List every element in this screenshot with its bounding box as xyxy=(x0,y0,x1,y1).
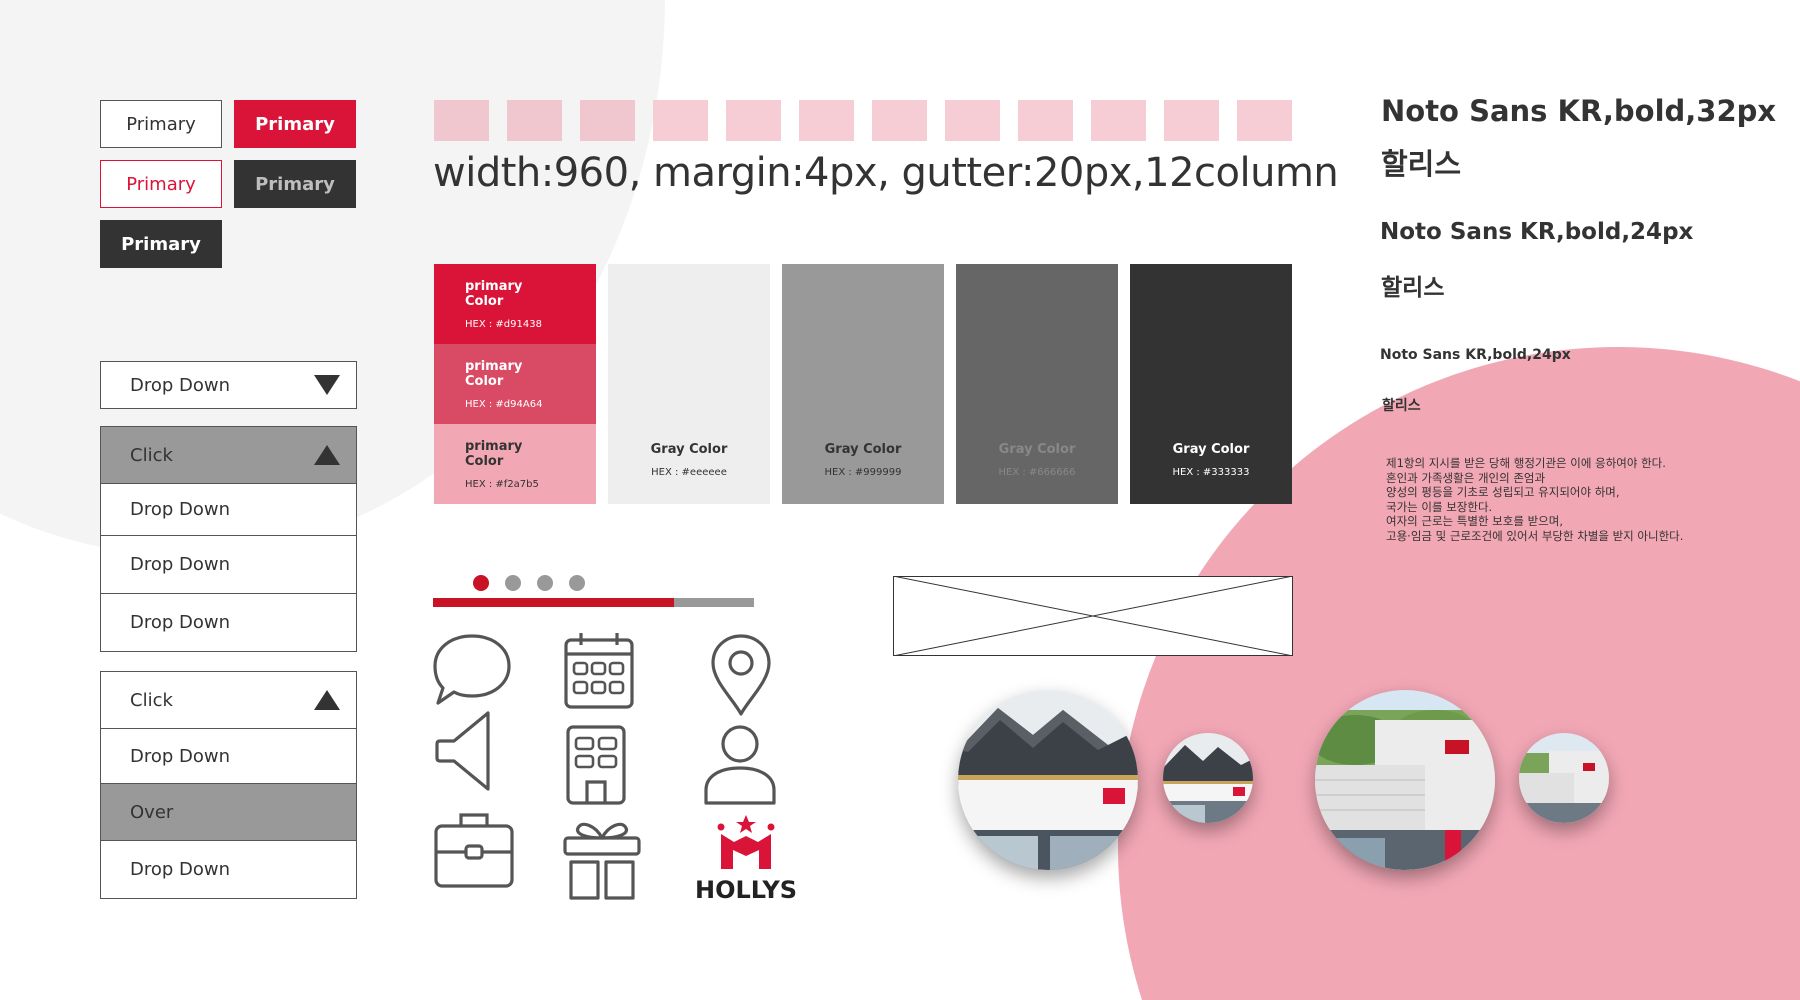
swatch-hex: HEX : #d91438 xyxy=(465,318,542,330)
dropdown-header-label: Click xyxy=(130,444,173,466)
body-line: 양성의 평등을 기초로 성립되고 유지되어야 하며, xyxy=(1386,485,1620,499)
grid-column xyxy=(507,100,562,141)
dropdown-option-label: Drop Down xyxy=(130,554,231,575)
typography-h2: Noto Sans KR,bold,24px xyxy=(1380,219,1694,245)
dropdown-option-label: Drop Down xyxy=(130,499,231,520)
swatch-hex: HEX : #eeeeee xyxy=(651,467,727,478)
triangle-down-icon xyxy=(314,375,340,395)
body-line: 국가는 이를 보장한다. xyxy=(1386,499,1493,514)
color-swatch-primary-2: primary Color HEX : #d94A64 xyxy=(434,344,596,424)
swatch-name: Gray Color xyxy=(824,442,902,457)
dropdown-closed[interactable]: Drop Down xyxy=(100,361,357,409)
dropdown-open-white[interactable]: Click Drop Down Over Drop Down xyxy=(100,671,357,899)
dropdown-trigger[interactable]: Drop Down xyxy=(101,362,356,408)
store-photo-large xyxy=(958,690,1138,870)
building-icon xyxy=(565,724,627,806)
gift-icon xyxy=(562,818,642,900)
swatch-hex: HEX : #333333 xyxy=(1172,467,1250,478)
dropdown-option[interactable]: Drop Down xyxy=(101,535,356,593)
color-swatch-primary-3: primary Color HEX : #f2a7b5 xyxy=(434,424,596,504)
primary-button-red[interactable]: Primary xyxy=(234,100,356,148)
swatch-name: primary Color xyxy=(465,438,523,469)
body-line: 혼인과 가족생활은 개인의 존엄과 xyxy=(1386,470,1546,485)
dropdown-header[interactable]: Click xyxy=(101,672,356,728)
dropdown-open-gray[interactable]: Click Drop Down Drop Down Drop Down xyxy=(100,426,357,652)
progress-bar xyxy=(433,598,754,607)
calendar-icon xyxy=(563,630,635,710)
store-photo-large-2 xyxy=(1315,690,1495,870)
grid-column xyxy=(1018,100,1073,141)
dropdown-option[interactable]: Drop Down xyxy=(101,593,356,651)
dropdown-option[interactable]: Drop Down xyxy=(101,840,356,898)
dropdown-option-label: Over xyxy=(130,801,174,823)
swatch-name: Gray Color xyxy=(998,442,1076,457)
color-swatch-gray-999999: Gray Color HEX : #999999 xyxy=(782,264,944,504)
dropdown-option-hover[interactable]: Over xyxy=(101,783,356,840)
dropdown-header-label: Click xyxy=(130,689,173,711)
typography-body: 제1항의 지시를 받은 당해 행정기관은 이에 응하여야 한다. 혼인과 가족생… xyxy=(1386,456,1683,543)
speech-bubble-icon xyxy=(432,632,512,707)
dropdown-label: Drop Down xyxy=(130,374,231,396)
swatch-name: primary Color xyxy=(465,358,523,389)
image-placeholder xyxy=(892,575,1294,657)
store-photo-small xyxy=(1163,733,1253,823)
typography-h2-ko: 할리스 xyxy=(1381,275,1445,301)
typography-h3-ko: 할리스 xyxy=(1382,398,1421,414)
triangle-up-icon xyxy=(314,690,340,710)
grid-spec-text: width:960, margin:4px, gutter:20px,12col… xyxy=(433,150,1339,196)
progress-bar-fill xyxy=(433,598,674,607)
color-swatch-gray-333333: Gray Color HEX : #333333 xyxy=(1130,264,1292,504)
megaphone-icon xyxy=(434,709,494,793)
grid-column xyxy=(872,100,927,141)
grid-column xyxy=(726,100,781,141)
primary-button-dark[interactable]: Primary xyxy=(234,160,356,208)
grid-column xyxy=(945,100,1000,141)
grid-column xyxy=(799,100,854,141)
pagination-dot[interactable] xyxy=(505,575,521,591)
grid-column xyxy=(434,100,489,141)
dropdown-option[interactable]: Drop Down xyxy=(101,728,356,783)
body-line: 여자의 근로는 특별한 보호를 받으며, xyxy=(1386,514,1563,528)
color-swatch-primary-1: primary Color HEX : #d91438 xyxy=(434,264,596,344)
hollys-logo-text: HOLLYS xyxy=(695,876,797,902)
primary-button-dark-white[interactable]: Primary xyxy=(100,220,222,268)
pagination-dot[interactable] xyxy=(569,575,585,591)
grid-column xyxy=(653,100,708,141)
typography-h1: Noto Sans KR,bold,32px xyxy=(1381,94,1777,128)
swatch-hex: HEX : #666666 xyxy=(998,467,1076,478)
pagination-dot[interactable] xyxy=(537,575,553,591)
swatch-name: Gray Color xyxy=(650,442,728,457)
hollys-logo: HOLLYS xyxy=(692,814,802,902)
dropdown-option-label: Drop Down xyxy=(130,745,231,767)
briefcase-icon xyxy=(433,810,515,890)
color-swatch-gray-666666: Gray Color HEX : #666666 xyxy=(956,264,1118,504)
primary-button-outline-gray[interactable]: Primary xyxy=(100,100,222,148)
user-icon xyxy=(702,724,778,808)
swatch-name: primary Color xyxy=(465,278,523,309)
swatch-name: Gray Color xyxy=(1172,442,1250,457)
swatch-hex: HEX : #f2a7b5 xyxy=(465,478,539,490)
dropdown-option[interactable]: Drop Down xyxy=(101,483,356,535)
dropdown-option-label: Drop Down xyxy=(130,612,231,633)
swatch-hex: HEX : #999999 xyxy=(824,467,902,478)
typography-h1-ko: 할리스 xyxy=(1381,147,1462,181)
color-swatch-gray-eeeeee: Gray Color HEX : #eeeeee xyxy=(608,264,770,504)
swatch-hex: HEX : #d94A64 xyxy=(465,398,543,410)
typography-h3: Noto Sans KR,bold,24px xyxy=(1380,347,1571,363)
grid-column xyxy=(1091,100,1146,141)
dropdown-header[interactable]: Click xyxy=(101,427,356,483)
grid-column xyxy=(1237,100,1292,141)
triangle-up-icon xyxy=(314,445,340,465)
grid-column xyxy=(1164,100,1219,141)
pagination-dot-active[interactable] xyxy=(473,575,489,591)
primary-button-outline-red[interactable]: Primary xyxy=(100,160,222,208)
store-photo-small-2 xyxy=(1519,733,1609,823)
grid-column xyxy=(580,100,635,141)
dropdown-option-label: Drop Down xyxy=(130,859,231,880)
body-line: 제1항의 지시를 받은 당해 행정기관은 이에 응하여야 한다. xyxy=(1386,456,1666,470)
location-pin-icon xyxy=(709,633,773,717)
body-line: 고용·임금 및 근로조건에 있어서 부당한 차별을 받지 아니한다. xyxy=(1386,528,1684,543)
